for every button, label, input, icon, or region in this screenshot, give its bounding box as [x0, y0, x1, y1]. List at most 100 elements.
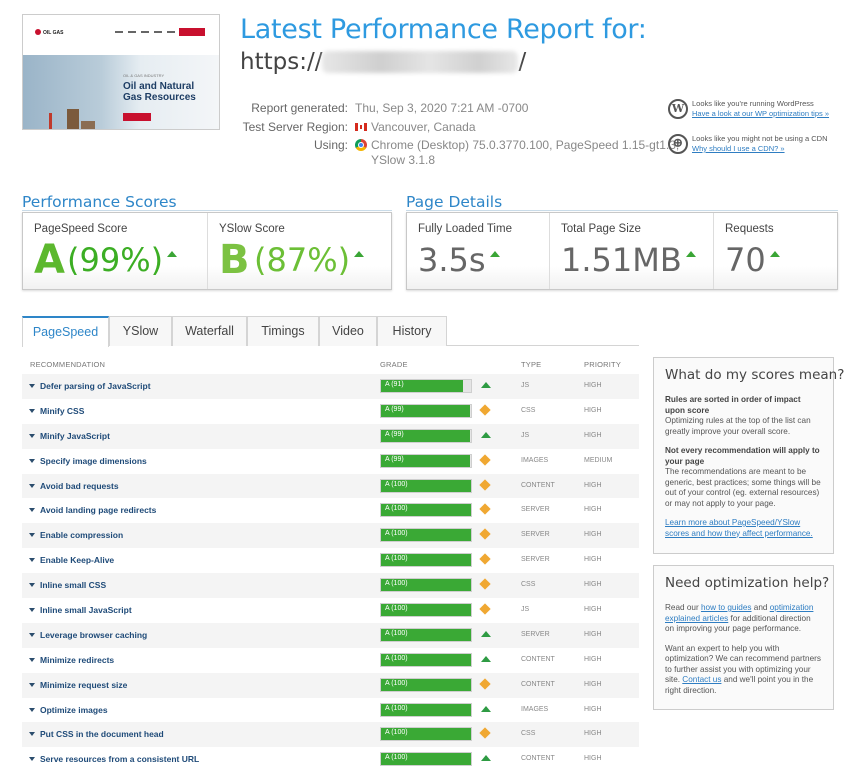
- thumbnail-hero-button: [123, 113, 151, 121]
- grade-bar: A (100): [380, 702, 472, 717]
- divider: [22, 210, 392, 211]
- row-priority: HIGH: [584, 705, 602, 713]
- recommendation-name[interactable]: Avoid landing page redirects: [40, 505, 157, 516]
- table-row[interactable]: Optimize images A (100) IMAGES HIGH: [22, 698, 639, 723]
- recommendation-name[interactable]: Minify JavaScript: [40, 430, 110, 441]
- trend-flat-icon: [479, 503, 491, 516]
- recommendation-name[interactable]: Serve resources from a consistent URL: [40, 754, 200, 765]
- grade-bar: A (100): [380, 652, 472, 667]
- expand-caret-icon[interactable]: [29, 533, 35, 538]
- row-type: CSS: [521, 581, 536, 589]
- tab-yslow[interactable]: YSlow: [109, 316, 172, 346]
- table-row[interactable]: Specify image dimensions A (99) IMAGES MEDI…: [22, 449, 639, 474]
- recommendation-name[interactable]: Leverage browser caching: [40, 629, 148, 640]
- grade-text: A (100): [385, 605, 408, 613]
- expand-caret-icon[interactable]: [29, 608, 35, 613]
- table-row[interactable]: Leverage browser caching A (100) SERVER HIG…: [22, 622, 639, 648]
- expand-caret-icon[interactable]: [29, 408, 35, 413]
- table-row[interactable]: Minify CSS A (99) CSS HIGH: [22, 399, 639, 424]
- grade-text: A (91): [385, 381, 404, 388]
- row-type: CSS: [521, 406, 536, 414]
- grade-text: A (100): [385, 505, 408, 513]
- trend-up-icon: [769, 251, 780, 257]
- recommendation-name[interactable]: Inline small JavaScript: [40, 605, 132, 616]
- tab-timings[interactable]: Timings: [247, 316, 319, 346]
- table-row[interactable]: Avoid bad requests A (100) CONTENT HIGH: [22, 473, 639, 499]
- row-priority: HIGH: [584, 406, 602, 414]
- row-type: SERVER: [521, 630, 550, 638]
- expand-caret-icon[interactable]: [29, 483, 35, 488]
- row-type: JS: [521, 382, 530, 389]
- table-row[interactable]: Minimize redirects A (100) CONTENT HIGH: [22, 648, 639, 673]
- grade-bar-fill: [381, 579, 471, 592]
- row-priority: HIGH: [584, 581, 602, 589]
- wp-optimization-tips-link[interactable]: Have a look at our WP optimization tips …: [692, 109, 830, 118]
- expand-caret-icon[interactable]: [29, 757, 35, 762]
- table-row[interactable]: Put CSS in the document head A (100) CSS HI…: [22, 722, 639, 748]
- grade-bar-fill: [381, 628, 471, 641]
- grade-text: A (100): [385, 580, 408, 588]
- expand-caret-icon[interactable]: [29, 583, 35, 588]
- grade-text: A (99): [385, 455, 404, 463]
- trend-flat-icon: [479, 727, 491, 740]
- report-generated-label: Report generated:: [251, 101, 348, 115]
- expand-caret-icon[interactable]: [29, 657, 35, 662]
- expand-caret-icon[interactable]: [29, 682, 35, 687]
- grade-text: A (99): [385, 430, 404, 438]
- table-row[interactable]: Avoid landing page redirects A (100) SERVE…: [22, 498, 639, 523]
- row-type: CONTENT: [521, 755, 555, 763]
- row-priority: HIGH: [584, 506, 602, 514]
- expand-caret-icon[interactable]: [29, 707, 35, 712]
- recommendation-name[interactable]: Inline small CSS: [40, 580, 107, 591]
- grade-text: A (100): [385, 654, 408, 662]
- recommendation-name[interactable]: Defer parsing of JavaScript: [40, 381, 151, 391]
- expand-caret-icon[interactable]: [29, 458, 35, 463]
- table-header: RECOMMENDATION GRADE TYPE PRIORITY: [22, 358, 639, 372]
- recommendation-name[interactable]: Minify CSS: [40, 405, 85, 416]
- row-priority: HIGH: [584, 630, 602, 638]
- chrome-icon: [355, 139, 367, 151]
- trend-up-icon: [481, 382, 491, 388]
- how-to-guides-link[interactable]: how to guides: [700, 603, 752, 612]
- grade-bar-fill: [381, 380, 463, 392]
- recommendation-name[interactable]: Minimize request size: [40, 679, 128, 690]
- learn-more-scores-link[interactable]: Learn more about PageSpeed/YSlow scores …: [665, 518, 813, 538]
- tab-history[interactable]: History: [377, 316, 447, 346]
- recommendation-name[interactable]: Specify image dimensions: [40, 455, 147, 466]
- recommendation-name[interactable]: Optimize images: [40, 704, 108, 715]
- table-row[interactable]: Enable compression A (100) SERVER HIGH: [22, 523, 639, 549]
- expand-caret-icon[interactable]: [29, 433, 35, 438]
- contact-us-link[interactable]: Contact us: [682, 675, 722, 684]
- table-row[interactable]: Minify JavaScript A (99) JS HIGH: [22, 423, 639, 449]
- optimization-explained-link[interactable]: optimization explained articles: [665, 603, 814, 623]
- report-url[interactable]: https:// /: [240, 49, 526, 75]
- tab-video[interactable]: Video: [319, 316, 377, 346]
- grade-bar: A (100): [380, 627, 472, 642]
- table-row[interactable]: Enable Keep-Alive A (100) SERVER HIGH: [22, 548, 639, 573]
- recommendation-name[interactable]: Enable Keep-Alive: [40, 555, 115, 566]
- table-row[interactable]: Defer parsing of JavaScript A (91) JS HIGH: [22, 374, 639, 399]
- row-priority: HIGH: [584, 755, 602, 763]
- grade-bar: A (100): [380, 752, 472, 766]
- yslow-score-label: YSlow Score: [219, 223, 285, 235]
- expand-caret-icon[interactable]: [29, 558, 35, 563]
- requests-label: Requests: [725, 223, 774, 235]
- tab-waterfall[interactable]: Waterfall: [172, 316, 247, 346]
- recommendation-name[interactable]: Avoid bad requests: [40, 480, 119, 491]
- why-cdn-link[interactable]: Why should I use a CDN? »: [692, 144, 785, 153]
- expand-caret-icon[interactable]: [29, 632, 35, 637]
- table-row[interactable]: Inline small JavaScript A (100) JS HIGH: [22, 598, 639, 623]
- table-row[interactable]: Serve resources from a consistent URL A (…: [22, 747, 639, 766]
- recommendation-name[interactable]: Put CSS in the document head: [40, 729, 164, 740]
- expand-caret-icon[interactable]: [29, 508, 35, 513]
- grade-text: A (100): [385, 754, 408, 762]
- table-row[interactable]: Minimize request size A (100) CONTENT HIGH: [22, 672, 639, 698]
- page-size-value: 1.51MB: [561, 241, 696, 279]
- expand-caret-icon[interactable]: [29, 732, 35, 737]
- tab-pagespeed[interactable]: PageSpeed: [22, 316, 109, 347]
- recommendation-name[interactable]: Minimize redirects: [40, 654, 115, 665]
- yslow-pct: (87%): [254, 241, 365, 279]
- expand-caret-icon[interactable]: [29, 384, 35, 388]
- recommendation-name[interactable]: Enable compression: [40, 530, 124, 541]
- table-row[interactable]: Inline small CSS A (100) CSS HIGH: [22, 573, 639, 599]
